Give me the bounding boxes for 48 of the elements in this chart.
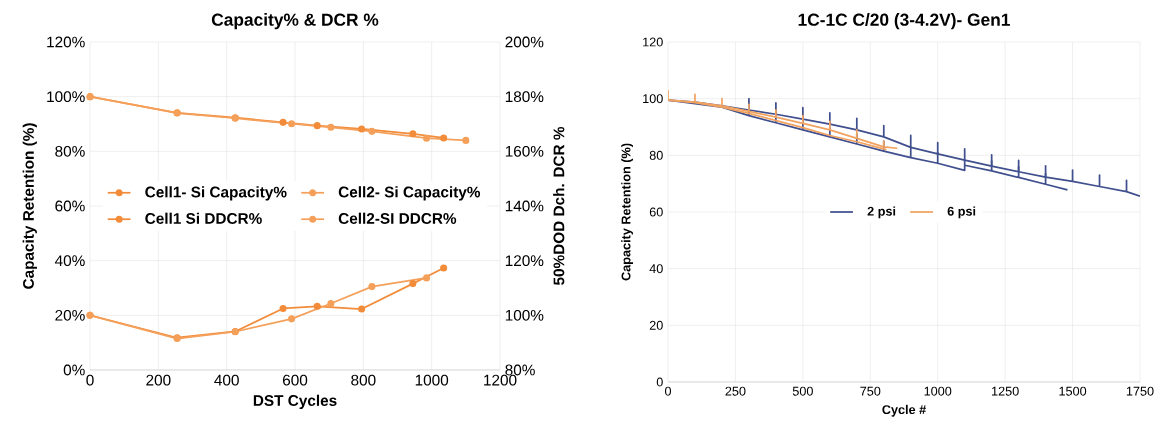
y-tick-label: 60 [649, 207, 663, 217]
y2-tick-label: 120% [505, 255, 544, 267]
legend-label: Cell2- Si Capacity% [338, 186, 481, 201]
y2-tick-label: 160% [505, 145, 544, 157]
legend-label: 6 psi [947, 206, 976, 219]
x-tick-label: 0 [86, 374, 94, 386]
legend-label: 2 psi [867, 206, 896, 219]
x-tick-label: 400 [214, 374, 239, 386]
chart-title: 1C-1C C/20 (3-4.2V)- Gen1 [798, 13, 1010, 30]
y-tick-label: 80% [55, 145, 85, 157]
x-tick-label: 500 [792, 386, 813, 396]
y2-tick-label: 200% [505, 36, 544, 48]
chart-title: Capacity% & DCR % [211, 13, 379, 30]
x-tick-label: 0 [664, 386, 672, 396]
y-tick-label: 40% [54, 255, 85, 267]
x-tick-label: 1750 [1126, 386, 1154, 396]
y-tick-label: 100% [47, 91, 85, 103]
x-axis-title: DST Cycles [253, 394, 337, 409]
x-tick-label: 200 [146, 374, 171, 386]
x-tick-label: 1000 [924, 386, 952, 396]
x-tick-label: 800 [351, 374, 376, 386]
y-tick-label: 20 [649, 320, 663, 330]
y-tick-label: 20% [55, 309, 85, 321]
x-tick-label: 750 [860, 386, 881, 396]
legend-label: Cell2-SI DDCR% [338, 212, 457, 224]
y-tick-label: 0% [63, 364, 85, 376]
y2-tick-label: 80% [505, 364, 535, 376]
y-tick-label: 120 [643, 37, 663, 47]
y-tick-label: 120% [47, 36, 85, 48]
y-tick-label: 100 [643, 94, 663, 104]
x-tick-label: 1000 [415, 374, 449, 386]
y-tick-label: 60% [55, 200, 85, 212]
x-axis-title: Cycle # [882, 404, 926, 417]
legend-label: Cell1- Si Capacity% [145, 186, 287, 201]
y2-tick-label: 180% [505, 91, 544, 103]
y-tick-label: 80 [649, 150, 663, 160]
x-tick-label: 1500 [1059, 386, 1087, 396]
y-tick-label: 40 [649, 264, 663, 274]
y-axis-title: Capacity Retention (%) [22, 123, 37, 289]
y2-tick-label: 100% [505, 309, 544, 321]
x-tick-label: 1200 [484, 374, 517, 386]
x-tick-label: 1250 [992, 386, 1019, 396]
y2-tick-label: 140% [505, 200, 544, 212]
legend-label: Cell1 Si DDCR% [145, 212, 262, 224]
x-tick-label: 600 [282, 374, 308, 386]
y-axis-title: Capacity Retention (%) [621, 143, 634, 281]
y2-axis-title: 50%DOD Dch. DCR % [553, 126, 565, 286]
x-tick-label: 250 [725, 386, 746, 396]
